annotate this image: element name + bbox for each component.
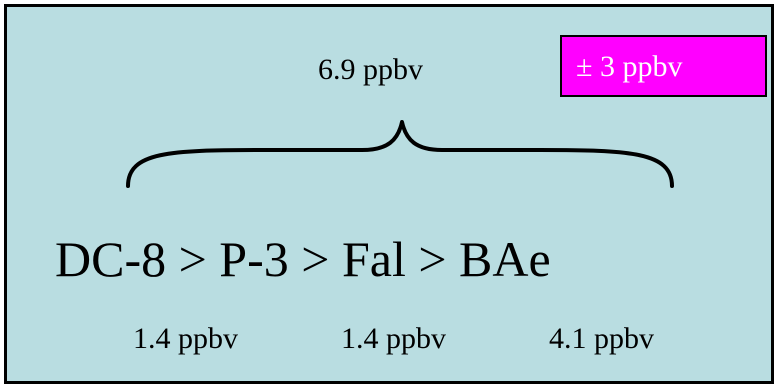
difference-p3-fal: 1.4 ppbv (341, 322, 446, 355)
uncertainty-badge (560, 35, 767, 97)
difference-dc8-p3: 1.4 ppbv (133, 322, 238, 355)
total-difference-label: 6.9 ppbv (318, 53, 423, 86)
uncertainty-label: ± 3 ppbv (576, 50, 683, 83)
aircraft-ranking: DC-8 > P-3 > Fal > BAe (55, 231, 551, 287)
difference-fal-bae: 4.1 ppbv (549, 322, 654, 355)
